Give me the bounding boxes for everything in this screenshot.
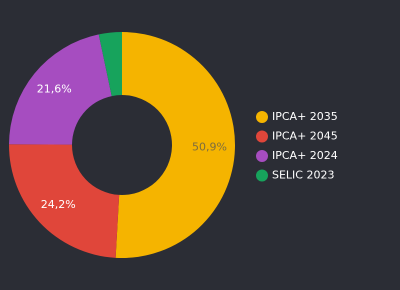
legend-label: IPCA+ 2035: [272, 110, 338, 123]
legend-label: SELIC 2023: [272, 169, 334, 182]
value-label: 21,6%: [37, 83, 72, 96]
legend-marker: [256, 150, 268, 162]
value-label: 50,9%: [192, 140, 227, 153]
legend-label: IPCA+ 2045: [272, 130, 338, 143]
slice: [115, 32, 236, 258]
slice: [9, 34, 112, 145]
slice: [9, 144, 120, 258]
legend-marker: [256, 169, 268, 182]
legend-label: IPCA+ 2024: [272, 149, 338, 162]
legend-marker: [256, 111, 268, 123]
slice: [98, 32, 122, 97]
legend-marker: [256, 130, 268, 143]
value-label: 24,2%: [41, 198, 76, 211]
